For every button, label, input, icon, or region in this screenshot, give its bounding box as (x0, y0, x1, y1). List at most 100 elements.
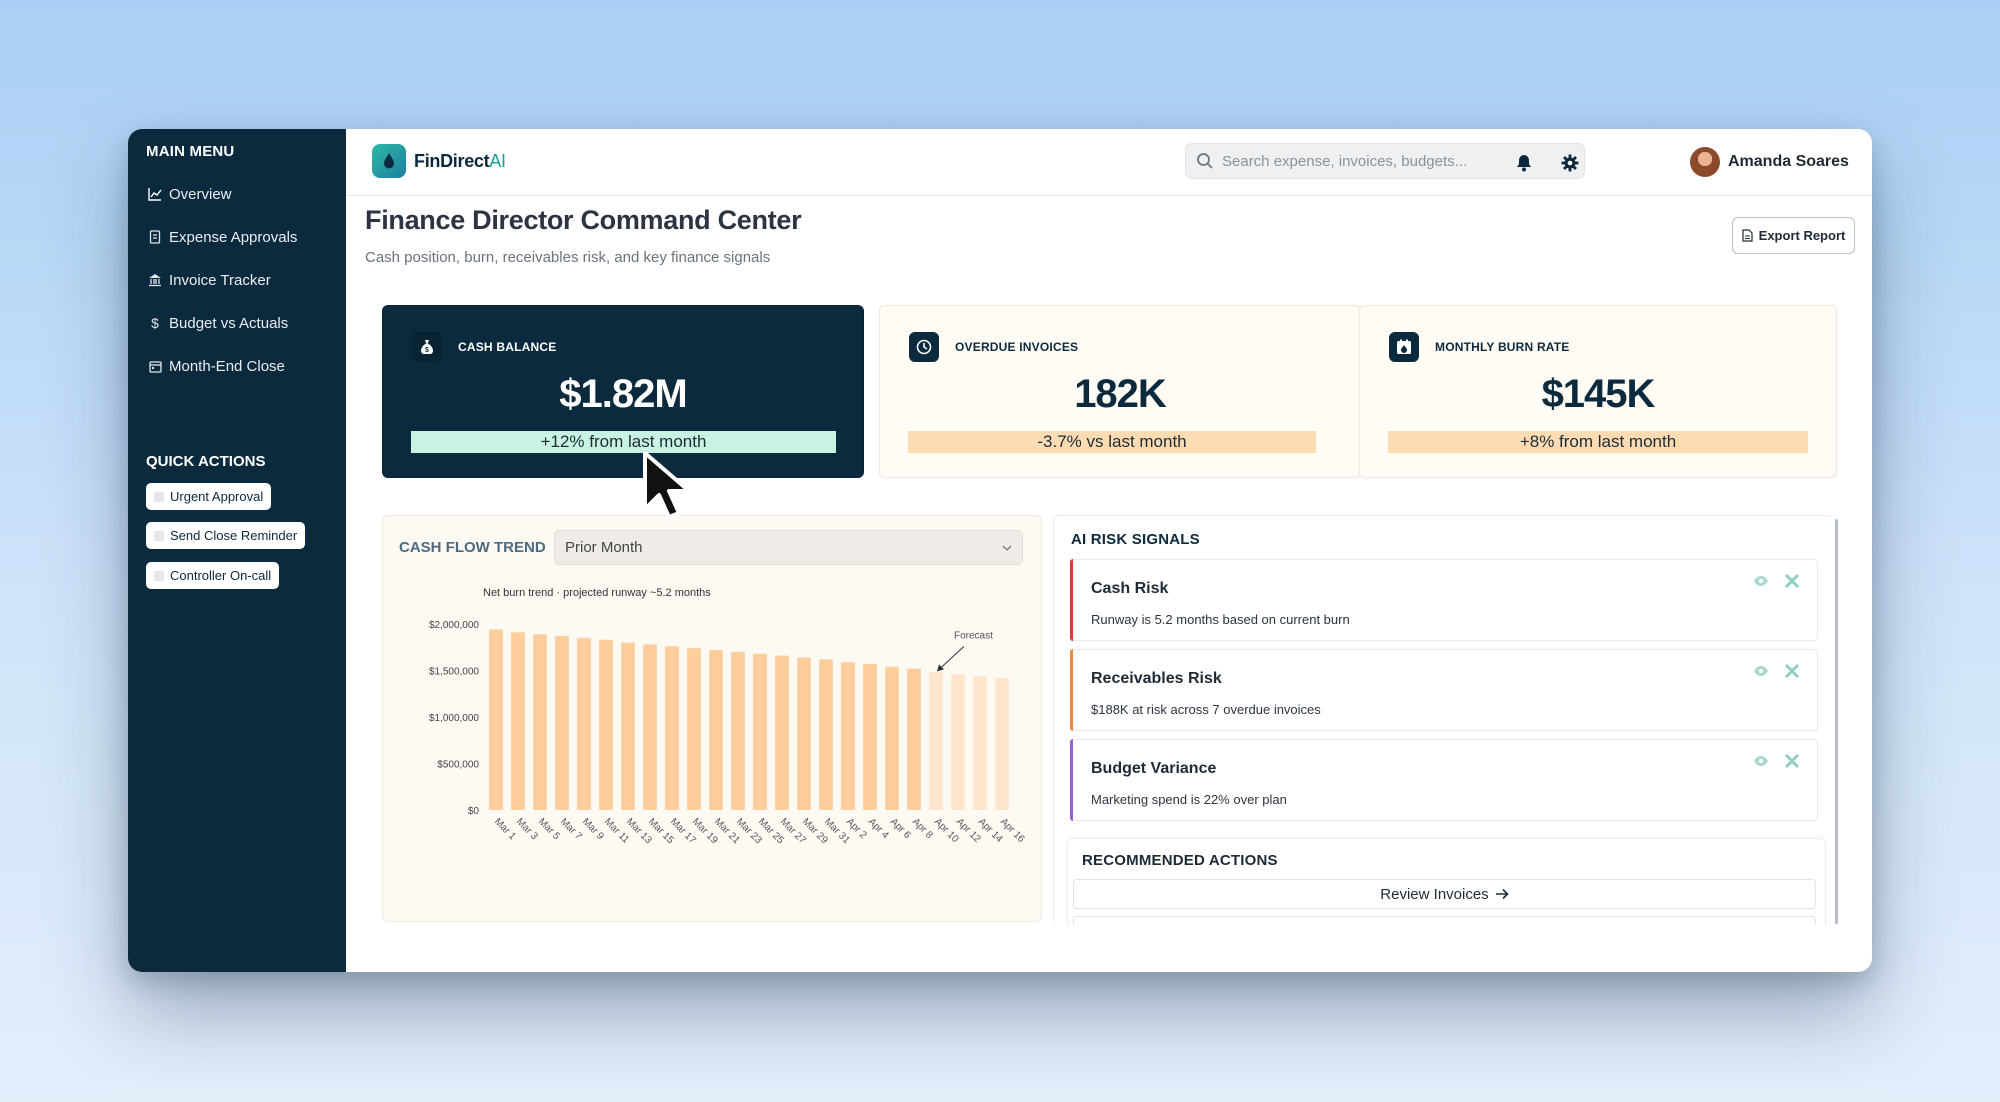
bar (929, 672, 943, 810)
user-name[interactable]: Amanda Soares (1728, 153, 1849, 170)
kpi-card-overdue-invoices[interactable]: OVERDUE INVOICES 182K -3.7% vs last mont… (879, 305, 1361, 478)
bell-icon[interactable] (1514, 153, 1534, 173)
bar (599, 639, 613, 810)
sidebar-item-expense-approvals[interactable]: Expense Approvals (148, 225, 297, 249)
y-tick-label: $1,000,000 (429, 713, 479, 724)
risk-panel-scrollbar[interactable] (1835, 519, 1838, 924)
brand-suffix: AI (489, 151, 506, 171)
kpi-delta: +8% from last month (1388, 431, 1808, 453)
sidebar-item-month-end-close[interactable]: Month-End Close (148, 354, 285, 378)
bar (709, 650, 723, 810)
annotation-arrow (937, 645, 965, 671)
eye-icon[interactable] (1753, 574, 1769, 588)
x-tick-label: Apr 6 (888, 816, 913, 841)
eye-icon[interactable] (1753, 754, 1769, 768)
gear-icon[interactable] (1560, 153, 1580, 173)
x-tick-label: Mar 7 (558, 816, 584, 842)
app-logo[interactable] (372, 144, 406, 178)
bar (665, 646, 679, 810)
close-icon[interactable] (1783, 572, 1801, 590)
y-tick-label: $500,000 (437, 760, 479, 771)
kpi-value: 182K (1074, 372, 1167, 416)
calendar-fire-icon (1389, 332, 1419, 362)
close-icon[interactable] (1783, 752, 1801, 770)
calendar-icon (148, 359, 162, 373)
bar (885, 666, 899, 810)
cash-flow-tab[interactable]: CASH FLOW TREND (399, 539, 546, 556)
kpi-card-cash-balance[interactable]: $ CASH BALANCE $1.82M +12% from last mon… (382, 305, 864, 478)
arrow-right-icon (1495, 888, 1509, 900)
document-icon (1742, 229, 1753, 242)
period-select[interactable]: Prior Month (554, 530, 1023, 565)
bar (907, 668, 921, 810)
x-tick-label: Apr 4 (866, 816, 891, 841)
risk-signal-cash[interactable]: Cash Risk Runway is 5.2 months based on … (1070, 559, 1818, 641)
eye-icon[interactable] (1753, 664, 1769, 678)
kpi-delta: +12% from last month (411, 431, 836, 453)
bar (533, 634, 547, 810)
send-close-reminder-button[interactable]: Send Close Reminder (146, 522, 306, 549)
bar (511, 632, 525, 810)
quick-actions-title: QUICK ACTIONS (146, 453, 266, 470)
risk-description: $188K at risk across 7 overdue invoices (1091, 702, 1321, 717)
x-tick-label: Mar 1 (492, 816, 518, 842)
risk-signal-budget-variance[interactable]: Budget Variance Marketing spend is 22% o… (1070, 739, 1818, 821)
sidebar-item-label: Month-End Close (169, 357, 285, 375)
button-label: Controller On-call (170, 568, 272, 583)
bar (797, 657, 811, 810)
review-invoices-button[interactable]: Review Invoices (1073, 879, 1816, 909)
receipt-icon (148, 230, 162, 244)
topbar: FinDirectAI Amanda Soares (346, 129, 1872, 196)
action-icon (154, 530, 164, 541)
risk-title: Receivables Risk (1091, 670, 1222, 687)
action-icon (154, 491, 164, 502)
forecast-annotation: Forecast (954, 630, 993, 641)
kpi-label: MONTHLY BURN RATE (1435, 340, 1570, 354)
search-bar[interactable] (1185, 143, 1585, 179)
severity-bar (1070, 649, 1073, 731)
page-subtitle: Cash position, burn, receivables risk, a… (365, 249, 771, 266)
app-window: MAIN MENU Overview Expense Approvals Inv… (128, 129, 1872, 972)
sidebar: MAIN MENU Overview Expense Approvals Inv… (128, 129, 346, 972)
risk-description: Marketing spend is 22% over plan (1091, 792, 1287, 807)
phone-icon (154, 570, 164, 581)
button-label: Urgent Approval (170, 489, 264, 504)
close-icon[interactable] (1783, 662, 1801, 680)
y-tick-label: $2,000,000 (429, 620, 479, 631)
bar (819, 659, 833, 810)
kpi-value: $1.82M (559, 372, 687, 416)
kpi-value: $145K (1541, 372, 1656, 416)
y-tick-label: $0 (468, 806, 480, 817)
sidebar-item-label: Budget vs Actuals (169, 314, 289, 332)
sidebar-item-label: Overview (169, 185, 232, 203)
severity-bar (1070, 559, 1073, 641)
sidebar-item-overview[interactable]: Overview (148, 182, 232, 206)
cash-flow-chart: Net burn trend · projected runway ~5.2 m… (429, 587, 1027, 846)
urgent-approval-button[interactable]: Urgent Approval (146, 483, 272, 510)
bar (731, 651, 745, 810)
kpi-label: OVERDUE INVOICES (955, 340, 1079, 354)
controller-on-call-button[interactable]: Controller On-call (146, 562, 280, 589)
x-tick-label: Apr 8 (910, 816, 935, 841)
cash-flow-card: CASH FLOW TREND Prior Month Net burn tre… (382, 515, 1042, 922)
sidebar-item-label: Invoice Tracker (169, 271, 271, 289)
bar (489, 629, 503, 810)
bar (555, 636, 569, 810)
recommended-actions: RECOMMENDED ACTIONS Review Invoices (1067, 838, 1826, 925)
severity-bar (1070, 739, 1073, 821)
search-input[interactable] (1222, 152, 1562, 170)
risk-description: Runway is 5.2 months based on current bu… (1091, 612, 1350, 627)
avatar[interactable] (1690, 147, 1720, 177)
sidebar-item-budget-vs-actuals[interactable]: $ Budget vs Actuals (148, 311, 288, 335)
risk-signal-receivables[interactable]: Receivables Risk $188K at risk across 7 … (1070, 649, 1818, 731)
bar (841, 662, 855, 810)
recommended-action-button[interactable] (1073, 916, 1816, 925)
page-title: Finance Director Command Center (365, 205, 802, 235)
drop-icon (384, 153, 394, 169)
export-report-button[interactable]: Export Report (1732, 217, 1855, 254)
kpi-card-monthly-burn-rate[interactable]: MONTHLY BURN RATE $145K +8% from last mo… (1359, 305, 1837, 478)
sidebar-item-invoice-tracker[interactable]: Invoice Tracker (148, 268, 271, 292)
y-tick-label: $1,500,000 (429, 667, 479, 678)
bar (643, 644, 657, 810)
chart-line-icon (148, 187, 162, 201)
